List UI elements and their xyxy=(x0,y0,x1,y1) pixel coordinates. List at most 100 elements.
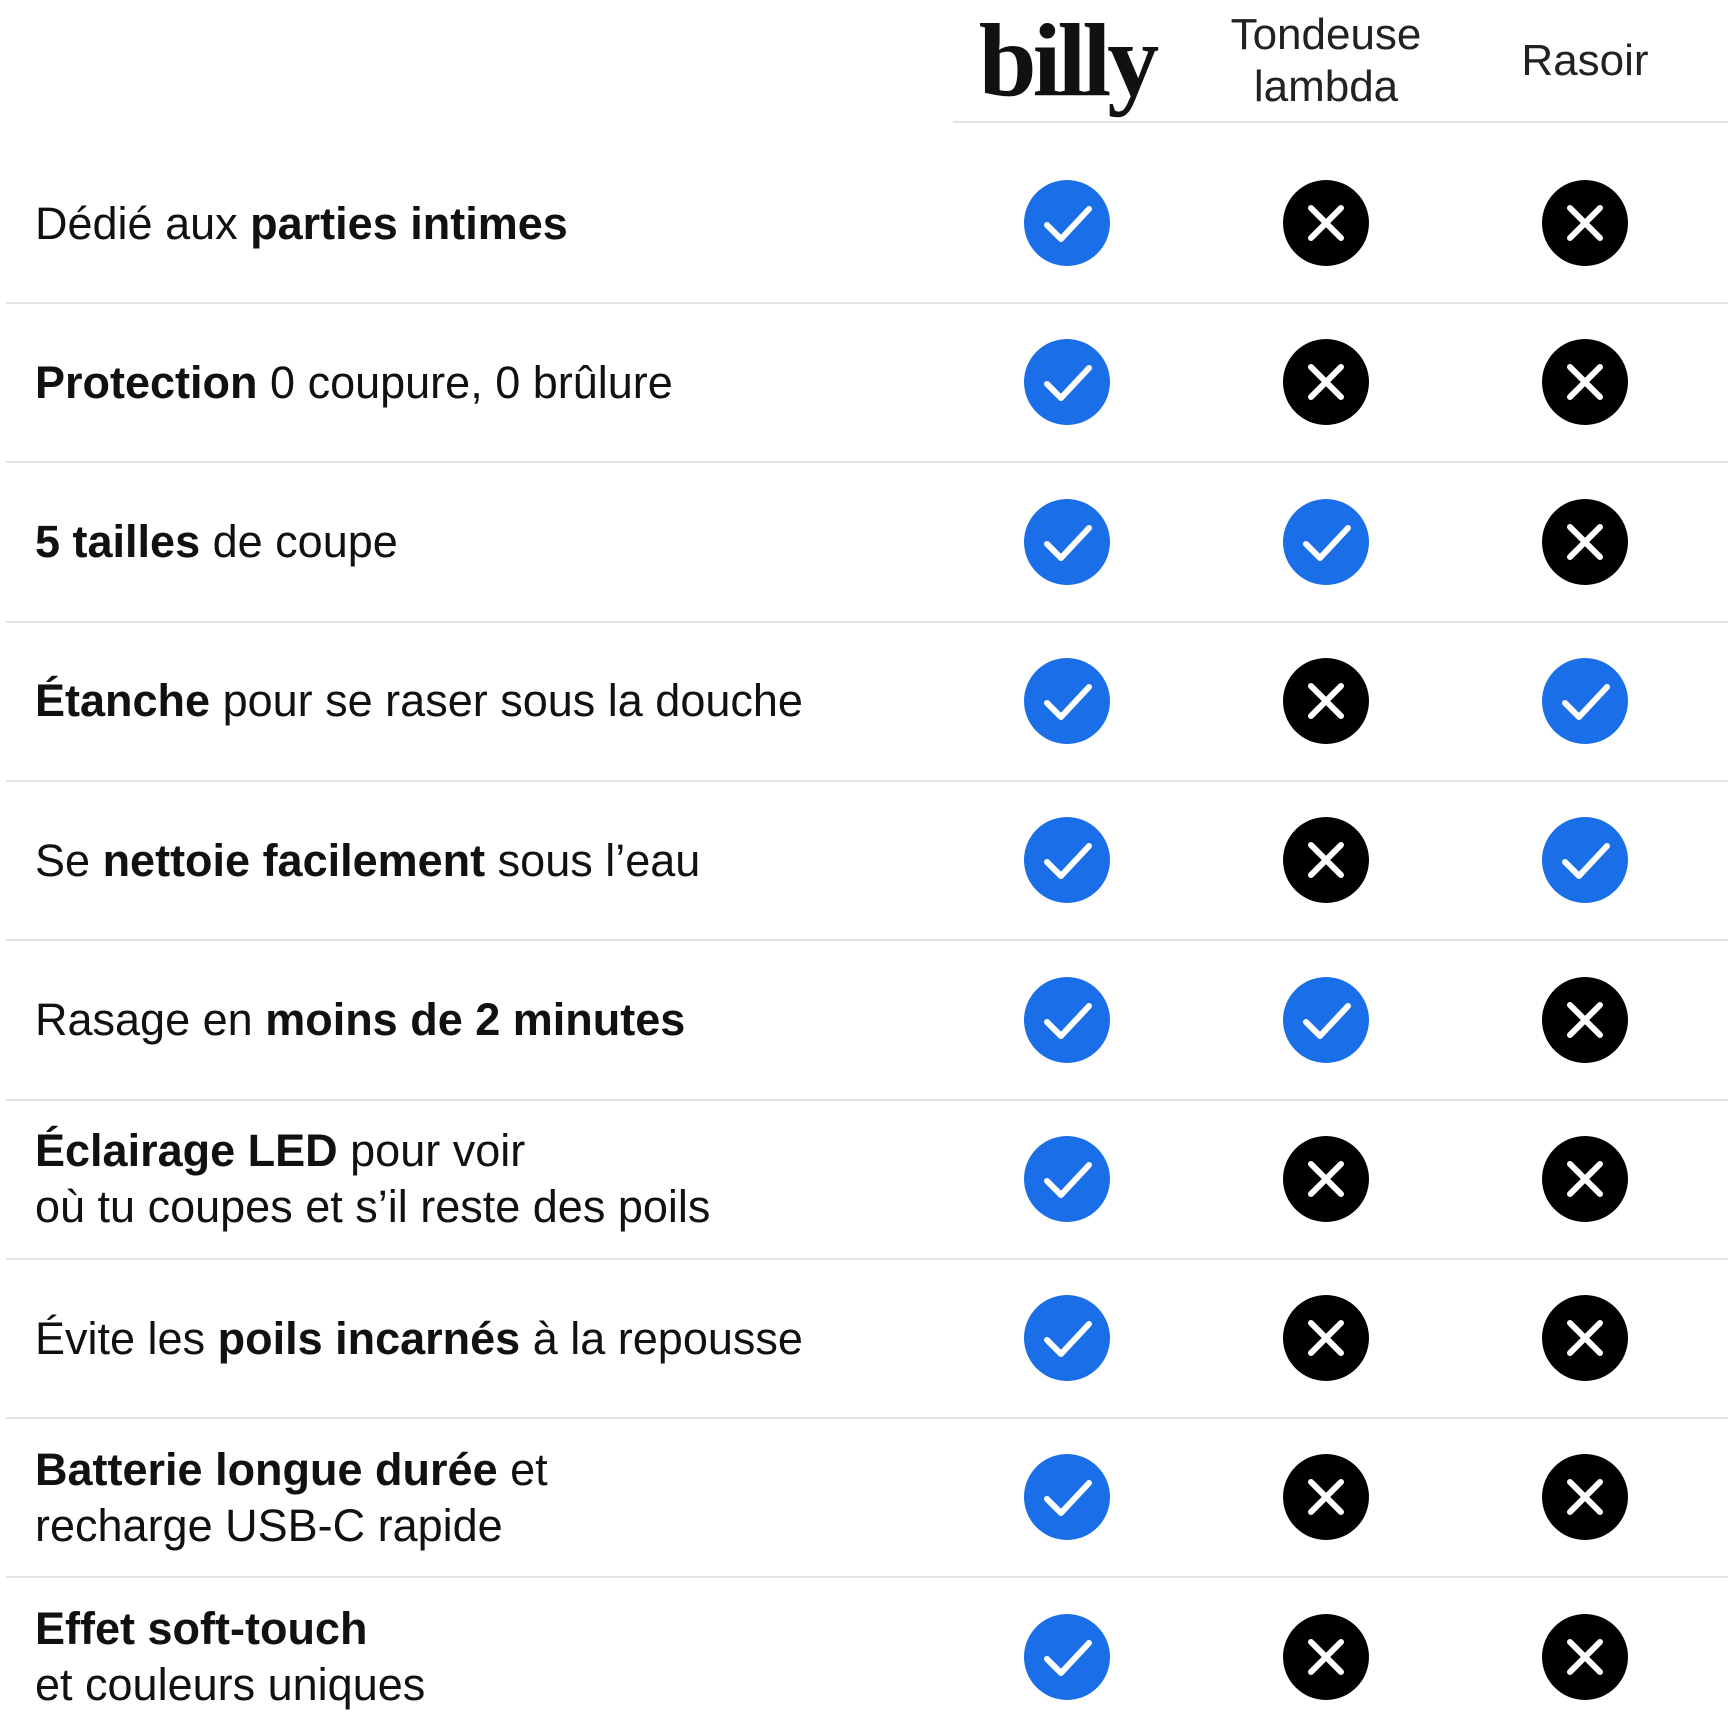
text: où tu coupes et s’il reste des poils xyxy=(35,1181,711,1233)
feature-label: Étanche pour se raser sous la douche xyxy=(35,623,975,780)
label-line: Effet soft-touch xyxy=(35,1601,975,1657)
check-icon xyxy=(1024,976,1110,1063)
bold-text: Éclairage LED xyxy=(35,1125,338,1177)
bold-text: Batterie longue durée xyxy=(35,1443,498,1495)
bold-text: poils incarnés xyxy=(217,1312,521,1364)
text: de coupe xyxy=(212,516,398,568)
label-line: recharge USB-C rapide xyxy=(35,1498,975,1554)
text: à la repousse xyxy=(532,1312,803,1364)
table-row: Rasage en moins de 2 minutes xyxy=(0,942,1728,1101)
label-line: Étanche pour se raser sous la douche xyxy=(35,673,975,729)
label-line: et couleurs uniques xyxy=(35,1657,975,1713)
cross-icon xyxy=(1283,1295,1369,1382)
check-icon xyxy=(1024,1135,1110,1222)
table-row: Protection 0 coupure, 0 brûlure xyxy=(0,304,1728,464)
row-separator xyxy=(6,1098,1728,1101)
row-separator xyxy=(6,461,1728,464)
bold-text: moins de 2 minutes xyxy=(265,994,686,1045)
bold-text: Effet soft-touch xyxy=(35,1603,368,1655)
header-line: billy xyxy=(978,3,1160,118)
check-icon xyxy=(1024,339,1110,426)
column-header: Tondeuse lambda xyxy=(1196,0,1456,122)
text: pour se raser sous la douche xyxy=(222,675,803,727)
feature-label: 5 tailles de coupe xyxy=(35,464,975,621)
row-separator xyxy=(6,1417,1728,1420)
check-icon xyxy=(1024,1454,1110,1541)
check-icon xyxy=(1024,1295,1110,1382)
bold-text: Protection xyxy=(35,356,258,408)
cross-icon xyxy=(1283,657,1369,744)
check-icon xyxy=(1542,657,1628,744)
check-icon xyxy=(1283,976,1369,1063)
cross-icon xyxy=(1542,1454,1628,1541)
text: et couleurs uniques xyxy=(35,1659,426,1711)
check-icon xyxy=(1024,817,1110,904)
cross-icon xyxy=(1542,339,1628,426)
text: Rasage en xyxy=(35,994,253,1045)
header-line: lambda xyxy=(1253,62,1399,111)
cross-icon xyxy=(1283,339,1369,426)
text: sous l’eau xyxy=(497,834,701,886)
table-row: Étanche pour se raser sous la douche xyxy=(0,623,1728,782)
header-line: Rasoir xyxy=(1521,36,1649,85)
row-separator xyxy=(6,939,1728,942)
label-line: Rasage en moins de 2 minutes xyxy=(35,992,975,1048)
cross-icon xyxy=(1542,976,1628,1063)
cross-icon xyxy=(1542,1135,1628,1222)
text: 0 coupure, 0 brûlure xyxy=(270,356,673,408)
feature-label: Rasage en moins de 2 minutes xyxy=(35,942,975,1099)
row-separator xyxy=(6,1257,1728,1260)
text: Se xyxy=(35,834,91,886)
check-icon xyxy=(1024,180,1110,266)
table-row: Effet soft-touch et couleurs uniques xyxy=(0,1579,1728,1735)
header-rule xyxy=(953,121,1728,123)
table-row: Évite les poils incarnés à la repousse xyxy=(0,1260,1728,1420)
label-line: 5 tailles de coupe xyxy=(35,514,975,570)
label-line: Protection 0 coupure, 0 brûlure xyxy=(35,355,975,411)
feature-label: Éclairage LED pour voir où tu coupes et s… xyxy=(35,1101,975,1258)
text: Dédié aux xyxy=(35,197,238,249)
check-icon xyxy=(1024,657,1110,744)
table-row: Éclairage LED pour voir où tu coupes et s… xyxy=(0,1101,1728,1260)
text: et xyxy=(510,1443,548,1495)
bold-text: 5 tailles xyxy=(35,516,201,568)
bold-text: nettoie facilement xyxy=(102,834,486,886)
row-separator xyxy=(6,620,1728,623)
brand-logo: billy xyxy=(937,0,1197,122)
cross-icon xyxy=(1283,1454,1369,1541)
cross-icon xyxy=(1542,1613,1628,1700)
table-row: Dédié aux parties intimes xyxy=(0,145,1728,304)
cross-icon xyxy=(1542,498,1628,585)
feature-label: Batterie longue durée et recharge USB-C r… xyxy=(35,1419,975,1576)
header-line: Tondeuse xyxy=(1230,10,1422,59)
cross-icon xyxy=(1283,1613,1369,1700)
cross-icon xyxy=(1283,1135,1369,1222)
text: Évite les xyxy=(35,1312,206,1364)
feature-label: Se nettoie facilement sous l’eau xyxy=(35,782,975,939)
check-icon xyxy=(1542,817,1628,904)
label-line: où tu coupes et s’il reste des poils xyxy=(35,1179,975,1235)
table-row: Se nettoie facilement sous l’eau xyxy=(0,782,1728,942)
feature-label: Protection 0 coupure, 0 brûlure xyxy=(35,304,975,461)
cross-icon xyxy=(1542,180,1628,266)
feature-label: Effet soft-touch et couleurs uniques xyxy=(35,1579,975,1735)
feature-label: Évite les poils incarnés à la repousse xyxy=(35,1260,975,1417)
table-row: 5 tailles de coupe xyxy=(0,464,1728,623)
row-separator xyxy=(6,302,1728,304)
check-icon xyxy=(1024,1613,1110,1700)
text: recharge USB-C rapide xyxy=(35,1499,503,1551)
label-line: Éclairage LED pour voir xyxy=(35,1123,975,1179)
check-icon xyxy=(1283,498,1369,585)
cross-icon xyxy=(1283,817,1369,904)
feature-label: Dédié aux parties intimes xyxy=(35,145,975,302)
bold-text: Étanche xyxy=(35,675,211,727)
bold-text: parties intimes xyxy=(250,197,568,249)
column-header: Rasoir xyxy=(1455,0,1715,122)
table-row: Batterie longue durée et recharge USB-C r… xyxy=(0,1419,1728,1579)
label-line: Se nettoie facilement sous l’eau xyxy=(35,833,975,889)
check-icon xyxy=(1024,498,1110,585)
cross-icon xyxy=(1542,1295,1628,1382)
row-separator xyxy=(6,779,1728,782)
label-line: Batterie longue durée et xyxy=(35,1442,975,1498)
